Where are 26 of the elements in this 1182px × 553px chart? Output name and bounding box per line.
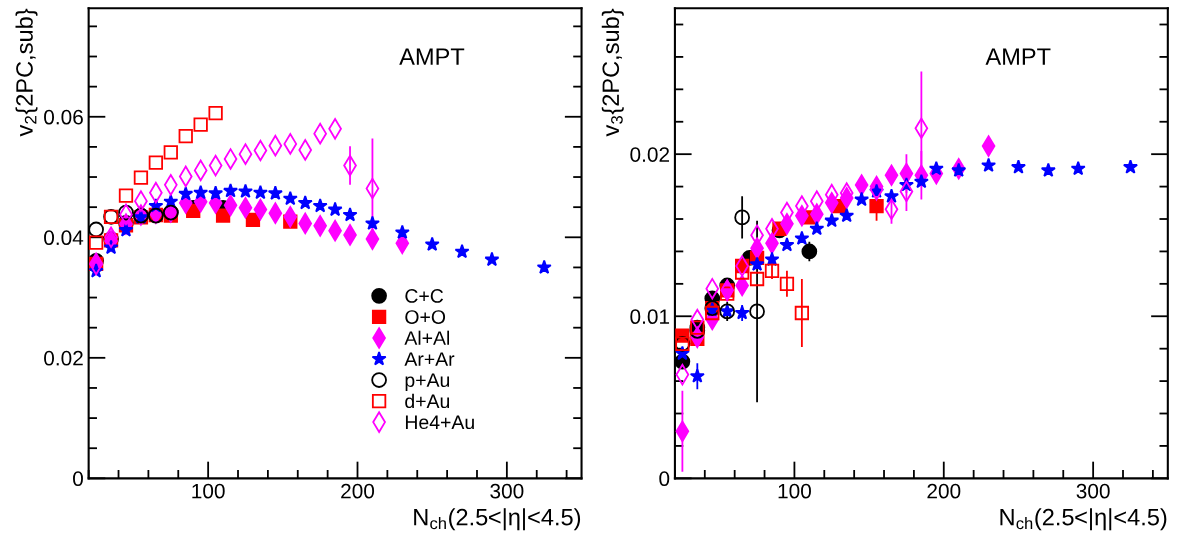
y-axis-title: v$_{3}${2PC,sub} [601,8,624,137]
x-tick-label: 100 [778,483,811,499]
legend-label: d+Au [405,393,450,409]
legend-label: Ar+Ar [404,352,455,366]
x-tick-label: 300 [490,483,524,499]
legend-label: C+C [405,289,444,303]
x-tick-label: 300 [1076,483,1110,499]
x-axis-title: N$_{ch}$(2.5<|η|<4.5) [1000,508,1167,531]
x-tick-label: 100 [192,483,225,499]
y-tick-label: 0.06 [44,109,83,125]
x-tick-label: 200 [341,483,375,499]
y-tick-label: 0.02 [630,147,670,162]
x-axis-title: N$_{ch}$(2.5<|η|<4.5) [414,508,581,531]
y-tick-label: 0 [73,471,83,487]
x-tick-label: 200 [927,483,961,499]
annotation: AMPT [399,48,465,65]
y-tick-label: 0 [659,471,670,487]
legend-label: O+O [405,310,446,324]
legend-label: Al+Al [404,330,450,345]
legend-label: p+Au [405,373,450,391]
y-axis-title: v$_{2}${2PC,sub} [15,8,38,137]
y-tick-label: 0.04 [44,230,84,246]
y-tick-label: 0.02 [44,350,83,366]
y-tick-label: 0.01 [630,309,670,325]
annotation: AMPT [985,48,1051,65]
legend-label: He4+Au [405,415,474,430]
